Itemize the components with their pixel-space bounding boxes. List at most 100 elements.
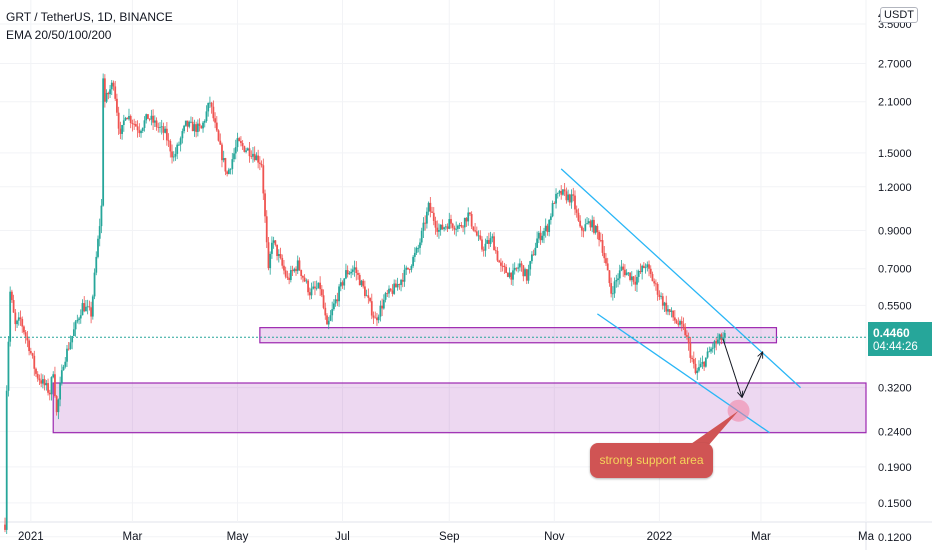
- candle-body: [112, 82, 115, 87]
- candle-body: [236, 138, 239, 148]
- candle-body: [582, 230, 585, 232]
- candle-body: [326, 315, 328, 325]
- candle-body: [145, 114, 148, 121]
- candle-body: [116, 98, 118, 113]
- candle-body: [711, 347, 714, 349]
- candle-body: [401, 279, 404, 282]
- candle-body: [188, 121, 191, 127]
- candle-body: [505, 267, 508, 273]
- candle-body: [314, 286, 316, 289]
- candle-body: [539, 232, 542, 241]
- candle-body: [458, 225, 461, 226]
- candle-body: [427, 202, 430, 212]
- candle-body: [518, 263, 521, 268]
- candle-body: [649, 268, 652, 275]
- candle-body: [403, 269, 406, 282]
- candle-body: [717, 339, 719, 344]
- candle-body: [524, 269, 526, 277]
- candle-body: [544, 225, 547, 231]
- time-axis[interactable]: 2021 Mar May Jul Sep Nov 2022 Mar Ma: [18, 531, 875, 543]
- candle-body: [12, 300, 15, 313]
- candle-body: [219, 140, 222, 145]
- candle-body: [19, 317, 22, 320]
- candle-body: [174, 153, 177, 157]
- bar-countdown: 04:44:26: [873, 341, 918, 353]
- price-tick-label: 0.7000: [878, 264, 912, 276]
- candle-body: [203, 120, 206, 123]
- candle-body: [474, 230, 477, 232]
- price-tick-label: 0.3200: [878, 383, 912, 395]
- candle-body: [706, 351, 709, 358]
- candle-body: [257, 155, 260, 163]
- candle-body: [572, 194, 575, 196]
- candle-body: [83, 303, 86, 312]
- candle-body: [517, 267, 520, 269]
- candle-body: [21, 319, 24, 327]
- candle-body: [386, 293, 389, 294]
- candle-body: [217, 130, 220, 141]
- candle-body: [646, 264, 649, 268]
- candle-body: [577, 212, 580, 221]
- candle-body: [47, 383, 49, 393]
- candle-body: [148, 118, 151, 120]
- candle-body: [587, 221, 590, 224]
- candle-body: [470, 214, 473, 227]
- candle-body: [691, 357, 693, 360]
- indicator-label[interactable]: EMA 20/50/100/200: [6, 28, 112, 42]
- candle-body: [184, 120, 187, 126]
- candle-body: [271, 242, 273, 254]
- candle-body: [605, 258, 607, 264]
- candle-body: [637, 271, 640, 277]
- candle-body: [622, 266, 625, 270]
- candle-body: [482, 249, 485, 251]
- candle-body: [655, 283, 657, 285]
- candle-body: [345, 270, 347, 279]
- candle-body: [639, 271, 642, 273]
- candle-body: [558, 190, 561, 194]
- candle-body: [147, 114, 149, 119]
- candle-body: [367, 295, 370, 298]
- candle-body: [50, 377, 53, 395]
- candle-body: [40, 380, 43, 384]
- candle-body: [684, 326, 687, 336]
- candle-body: [575, 209, 578, 213]
- candle-body: [574, 195, 576, 210]
- currency-badge[interactable]: USDT: [880, 7, 918, 23]
- candle-body: [231, 159, 234, 169]
- callout-tail: [688, 410, 739, 446]
- candle-body: [88, 306, 91, 308]
- candle-body: [234, 147, 237, 154]
- candle-body: [138, 130, 141, 134]
- candle-body: [31, 353, 34, 356]
- candle-body: [363, 286, 366, 296]
- candle-body: [658, 294, 661, 297]
- candle-body: [243, 146, 246, 152]
- candle-body: [196, 123, 199, 132]
- candle-body: [694, 363, 697, 374]
- candle-body: [689, 343, 692, 358]
- candle-body: [250, 156, 253, 157]
- candle-body: [475, 231, 478, 236]
- candle-body: [513, 267, 516, 271]
- candle-body: [329, 315, 332, 321]
- price-tick-label: 0.1900: [878, 462, 912, 474]
- price-tick-label: 1.2000: [878, 182, 912, 194]
- candle-body: [606, 263, 609, 271]
- time-tick-label: Mar: [123, 531, 143, 543]
- candle-body: [610, 283, 613, 294]
- candle-body: [190, 121, 192, 123]
- candle-body: [420, 230, 423, 243]
- candle-body: [632, 276, 635, 282]
- candle-body: [625, 272, 628, 276]
- price-axis[interactable]: 3.50002.70002.10001.50001.20000.90000.70…: [878, 19, 912, 544]
- candle-body: [76, 319, 79, 322]
- candle-body: [308, 292, 311, 296]
- price-tick-label: 2.7000: [878, 58, 912, 70]
- candle-body: [124, 117, 127, 121]
- candle-body: [36, 373, 39, 379]
- candle-body: [479, 235, 482, 240]
- candle-body: [556, 193, 559, 194]
- candle-body: [675, 320, 678, 324]
- candle-body: [444, 226, 447, 228]
